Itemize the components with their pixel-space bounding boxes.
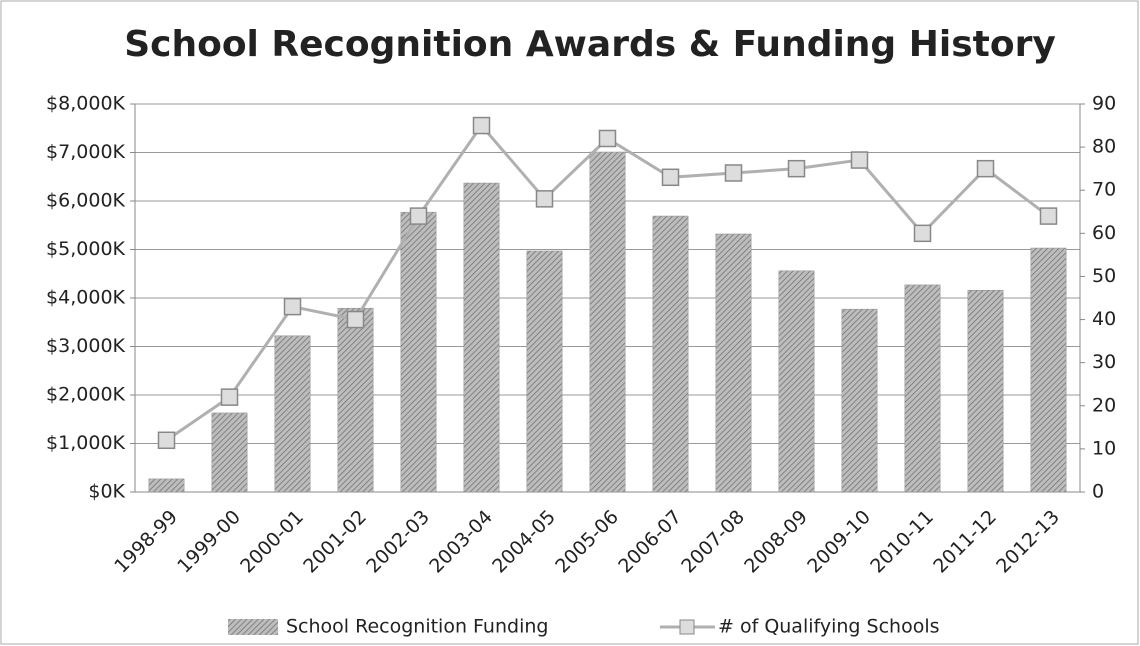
y-tick-label: $6,000K — [46, 190, 125, 212]
bar — [148, 478, 185, 493]
legend-swatch — [679, 619, 695, 635]
y2-tick-label: 20 — [1092, 394, 1116, 416]
y2-tick-label: 10 — [1092, 437, 1116, 459]
bar — [526, 250, 563, 493]
y2-tick-label: 90 — [1092, 93, 1116, 115]
marker — [1039, 207, 1058, 225]
y2-tick-label: 70 — [1092, 179, 1116, 201]
y2-tick-label: 50 — [1092, 265, 1116, 287]
bar — [967, 289, 1004, 493]
y-tick-label: $4,000K — [46, 287, 125, 309]
marker — [283, 297, 302, 316]
marker — [787, 159, 806, 178]
marker — [913, 224, 932, 243]
y-tick-label: $8,000K — [46, 93, 125, 115]
y-tick-label: $5,000K — [46, 238, 125, 260]
marker — [976, 159, 995, 178]
marker — [850, 151, 869, 169]
bar — [652, 215, 689, 493]
legend-label: # of Qualifying Schools — [718, 616, 940, 638]
y2-tick-label: 80 — [1092, 136, 1116, 158]
bar — [904, 284, 941, 493]
bar — [211, 412, 248, 493]
y2-tick-label: 30 — [1092, 351, 1116, 373]
legend-swatch — [228, 619, 278, 635]
marker — [346, 310, 365, 329]
marker — [598, 129, 617, 148]
bar — [400, 211, 437, 493]
bar — [463, 182, 500, 493]
marker — [157, 431, 176, 450]
y2-tick-label: 60 — [1092, 222, 1116, 244]
y-tick-label: $2,000K — [46, 384, 125, 406]
marker — [724, 164, 743, 182]
y2-tick-label: 40 — [1092, 308, 1116, 330]
marker — [535, 190, 554, 208]
marker — [472, 116, 491, 135]
chart-title: School Recognition Awards & Funding Hist… — [124, 24, 1056, 65]
bar — [841, 308, 878, 493]
bar — [778, 270, 815, 493]
y2-tick-label: 0 — [1092, 481, 1104, 503]
y-tick-label: $1,000K — [46, 432, 125, 454]
bar — [274, 335, 311, 493]
y-tick-label: $3,000K — [46, 335, 125, 357]
legend-label: School Recognition Funding — [286, 616, 548, 638]
marker — [409, 207, 428, 225]
marker — [661, 168, 680, 187]
bar — [589, 151, 626, 493]
bar — [1030, 247, 1067, 493]
bar — [715, 233, 752, 493]
marker — [220, 388, 239, 406]
bar — [337, 307, 374, 493]
y-tick-label: $0K — [88, 481, 125, 503]
y-tick-label: $7,000K — [46, 141, 125, 163]
